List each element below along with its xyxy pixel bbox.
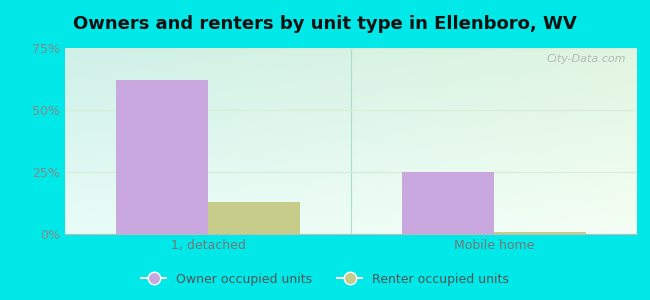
Legend: Owner occupied units, Renter occupied units: Owner occupied units, Renter occupied un… — [136, 268, 514, 291]
Bar — [402, 172, 494, 234]
Bar — [116, 80, 208, 234]
Text: Owners and renters by unit type in Ellenboro, WV: Owners and renters by unit type in Ellen… — [73, 15, 577, 33]
Bar — [494, 232, 586, 234]
Text: City-Data.com: City-Data.com — [546, 54, 625, 64]
Bar — [208, 202, 300, 234]
